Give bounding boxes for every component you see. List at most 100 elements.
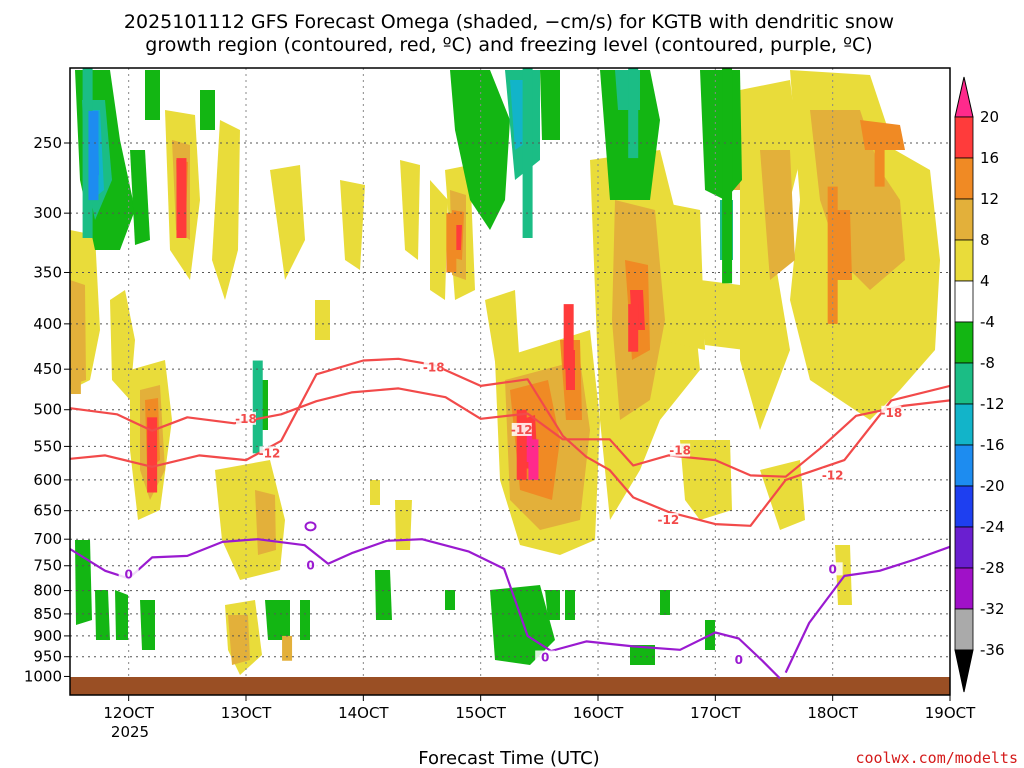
- contour-label: -18: [235, 412, 257, 426]
- contour-line: [70, 387, 950, 478]
- colorbar-swatch: [954, 116, 974, 159]
- y-tick-label: 600: [33, 471, 62, 489]
- contour-label-bg: [259, 446, 280, 460]
- colorbar-swatch: [954, 321, 974, 364]
- y-tick-label: 950: [33, 648, 62, 666]
- colorbar-label: -12: [980, 395, 1005, 413]
- y-tick-label: 900: [33, 627, 62, 645]
- y-tick-label: 700: [33, 530, 62, 548]
- x-tick-label: 12OCT: [103, 704, 154, 722]
- colorbar-label: -28: [980, 559, 1005, 577]
- colorbar-swatch: [954, 362, 974, 405]
- y-tick-label: 750: [33, 557, 62, 575]
- x-tick-label: 15OCT: [455, 704, 506, 722]
- x-tick-label: 17OCT: [690, 704, 741, 722]
- colorbar-label: -16: [980, 436, 1005, 454]
- colorbar-swatch: [954, 567, 974, 610]
- contour-label-bg: [300, 558, 321, 572]
- colorbar-swatch: [954, 444, 974, 487]
- omega-cell: [516, 409, 527, 480]
- contour-label: 0: [306, 559, 314, 573]
- x-axis-year-label: 2025: [111, 723, 149, 741]
- y-axis-ticks: 250 300 350 400 450 500 550 600 650 700 750 800 850 9…: [24, 134, 70, 685]
- omega-cell: [70, 304, 81, 395]
- y-tick-label: 500: [33, 401, 62, 419]
- colorbar-label: -36: [980, 641, 1005, 659]
- omega-cell: [628, 304, 639, 352]
- x-tick-label: 13OCT: [221, 704, 272, 722]
- contour-lines: [70, 357, 950, 680]
- colorbar-label: 4: [980, 272, 990, 290]
- contour-label-bg: [881, 405, 902, 419]
- x-tick-label: 14OCT: [338, 704, 389, 722]
- contour-labels: -18 -18 -18 -18 -12 -12 -12 -12 0 0 0 0 0: [118, 360, 902, 667]
- contour-label: 0: [735, 653, 743, 667]
- colorbar-label: -20: [980, 477, 1005, 495]
- omega-cell: [147, 417, 158, 493]
- y-tick-label: 550: [33, 437, 62, 455]
- omega-cell: [446, 213, 457, 273]
- surface-ground: [70, 677, 950, 695]
- contour-label-bg: [118, 567, 139, 581]
- omega-cell: [88, 110, 99, 201]
- omega-cell: [563, 304, 574, 370]
- contour-label: 0: [124, 567, 132, 581]
- plot-frame: [69, 67, 951, 696]
- contour-loop: [304, 521, 317, 532]
- chart-title-line1: 2025101112 GFS Forecast Omega (shaded, −…: [124, 11, 894, 33]
- contour-label: -12: [511, 423, 533, 437]
- omega-cell: [528, 439, 539, 480]
- credit-text: coolwx.com/modelts: [855, 749, 1018, 767]
- y-tick-label: 650: [33, 502, 62, 520]
- colorbar-swatch: [954, 485, 974, 528]
- contour-label-bg: [511, 422, 532, 436]
- x-axis-label: Forecast Time (UTC): [418, 748, 599, 768]
- omega-cell: [252, 360, 263, 454]
- colorbar-label: 8: [980, 231, 990, 249]
- omega-cell: [176, 158, 187, 238]
- colorbar-label: -4: [980, 313, 995, 331]
- omega-cell: [722, 68, 733, 284]
- x-axis-ticks: 12OCT 13OCT 14OCT 15OCT 16OCT 17OCT 18OCT 19OCT: [103, 695, 976, 722]
- y-tick-label: 350: [33, 263, 62, 281]
- contour-label: 0: [828, 562, 836, 576]
- omega-cell: [874, 127, 885, 187]
- omega-cell: [82, 68, 93, 238]
- colorbar-top-arrow: [954, 76, 974, 118]
- contour-label-bg: [423, 360, 444, 374]
- y-tick-label: 400: [33, 315, 62, 333]
- y-tick-label: 300: [33, 204, 62, 222]
- contour-label: -12: [822, 468, 844, 482]
- y-tick-label: 1000: [24, 667, 62, 685]
- colorbar-bottom-arrow: [954, 649, 974, 693]
- contour-label-bg: [535, 650, 556, 664]
- contour-label-bg: [728, 652, 749, 666]
- colorbar-swatch: [954, 280, 974, 323]
- colorbar-swatch: [954, 239, 974, 282]
- y-tick-label: 800: [33, 582, 62, 600]
- omega-cell: [522, 68, 533, 238]
- colorbar-swatch: [954, 403, 974, 446]
- contour-label-bg: [658, 513, 679, 527]
- colorbar-swatch: [954, 157, 974, 200]
- colorbar-swatch: [954, 608, 974, 651]
- omega-green-regions: [75, 70, 742, 665]
- y-tick-label: 450: [33, 360, 62, 378]
- colorbar-label: 20: [980, 108, 999, 126]
- colorbar-label: -8: [980, 354, 995, 372]
- contour-line: [70, 538, 781, 680]
- x-tick-label: 19OCT: [925, 704, 976, 722]
- colorbar-label: -24: [980, 518, 1005, 536]
- contour-label-bg: [670, 443, 691, 457]
- contour-label: -18: [880, 406, 902, 420]
- contour-label-bg: [822, 562, 843, 576]
- chart-title-line2: growth region (contoured, red, ºC) and f…: [145, 34, 872, 56]
- y-tick-label: 850: [33, 605, 62, 623]
- contour-line: [784, 545, 950, 674]
- colorbar: 20 16 12 8 4 -4 -8 -12 -16 -20 -24 -28 -32 -36: [954, 76, 1005, 693]
- x-tick-label: 18OCT: [807, 704, 858, 722]
- contour-label-bg: [822, 468, 843, 482]
- colorbar-swatch: [954, 198, 974, 241]
- contour-label-bg: [236, 411, 256, 425]
